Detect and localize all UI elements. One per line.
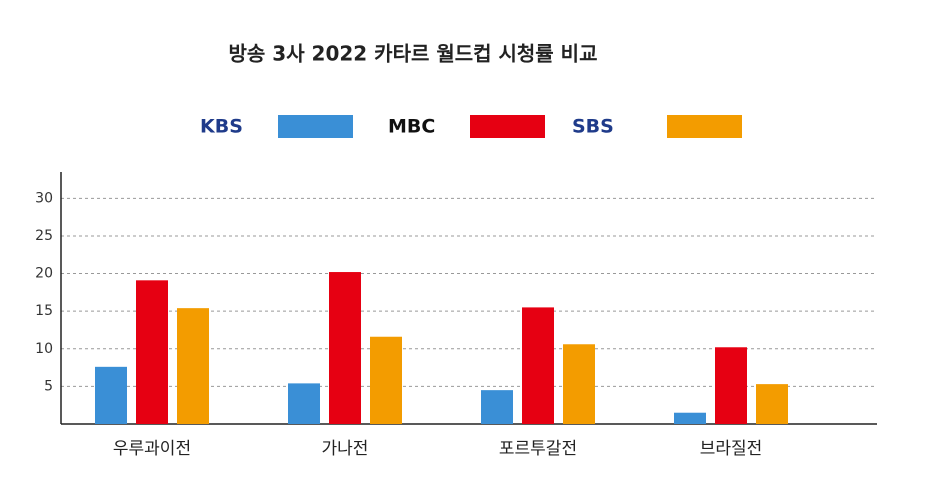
x-tick-label: 우루과이전 (113, 439, 191, 459)
legend-label: SBS (572, 116, 614, 138)
bar (288, 383, 320, 424)
bar (522, 307, 554, 424)
x-tick-label: 브라질전 (700, 439, 763, 459)
legend: KBS MBC SBS (200, 115, 742, 138)
x-tick-label: 포르투갈전 (499, 439, 577, 459)
y-tick-label: 10 (35, 341, 53, 357)
bar (563, 344, 595, 424)
x-tick-label: 가나전 (322, 439, 369, 459)
bar (756, 384, 788, 424)
y-tick-label: 30 (35, 190, 53, 206)
bar (177, 308, 209, 424)
bar (370, 336, 402, 424)
bar (329, 272, 361, 424)
y-tick-label: 15 (35, 303, 53, 319)
y-tick-label: 5 (44, 378, 53, 394)
bar (481, 390, 513, 424)
legend-label: MBC (388, 116, 435, 138)
legend-label: KBS (200, 116, 243, 138)
bar (136, 280, 168, 424)
legend-swatch (278, 115, 353, 138)
y-tick-label: 25 (35, 228, 53, 244)
legend-swatch (470, 115, 545, 138)
chart-title: 방송 3사 2022 카타르 월드컵 시청률 비교 (229, 42, 598, 66)
legend-swatch (667, 115, 742, 138)
bar (715, 347, 747, 424)
bar (95, 366, 127, 424)
y-tick-label: 20 (35, 266, 53, 282)
bar (674, 412, 706, 424)
